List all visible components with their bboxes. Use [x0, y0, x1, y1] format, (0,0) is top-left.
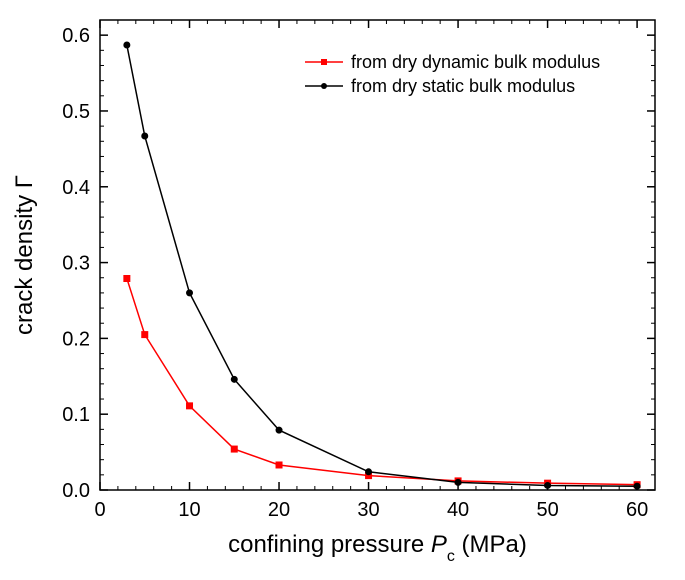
data-marker	[545, 482, 551, 488]
legend-label: from dry static bulk modulus	[351, 76, 575, 96]
data-marker	[455, 479, 461, 485]
y-tick-label: 0.2	[62, 328, 90, 350]
data-marker	[634, 483, 640, 489]
y-tick-label: 0.1	[62, 404, 90, 426]
data-marker	[366, 469, 372, 475]
y-tick-label: 0.6	[62, 25, 90, 47]
series-line	[127, 279, 637, 485]
data-marker	[231, 376, 237, 382]
x-tick-label: 40	[447, 499, 469, 521]
x-tick-label: 0	[94, 499, 105, 521]
y-tick-label: 0.5	[62, 101, 90, 123]
legend-marker	[321, 83, 327, 89]
y-tick-label: 0.0	[62, 480, 90, 502]
data-marker	[276, 462, 282, 468]
x-axis-label: confining pressure Pc (MPa)	[228, 531, 527, 565]
data-marker	[187, 403, 193, 409]
y-axis-label: crack density Γ	[11, 175, 38, 335]
data-marker	[124, 276, 130, 282]
x-tick-label: 10	[178, 499, 200, 521]
line-chart: 0 10 20 30 40 50 60 0.0 0.1 0.2 0.3 0.4 0.5 0.6 confin…	[0, 0, 685, 580]
data-marker	[276, 427, 282, 433]
legend-label: from dry dynamic bulk modulus	[351, 52, 600, 72]
data-marker	[187, 290, 193, 296]
data-marker	[231, 446, 237, 452]
y-tick-label: 0.4	[62, 177, 90, 199]
data-marker	[124, 42, 130, 48]
x-tick-label: 20	[268, 499, 290, 521]
legend-marker	[321, 59, 327, 65]
y-tick-label: 0.3	[62, 253, 90, 275]
x-tick-label: 60	[626, 499, 648, 521]
x-tick-label: 50	[536, 499, 558, 521]
data-marker	[142, 133, 148, 139]
data-marker	[142, 332, 148, 338]
chart-container: 0 10 20 30 40 50 60 0.0 0.1 0.2 0.3 0.4 0.5 0.6 confin…	[0, 0, 685, 580]
x-tick-label: 30	[357, 499, 379, 521]
